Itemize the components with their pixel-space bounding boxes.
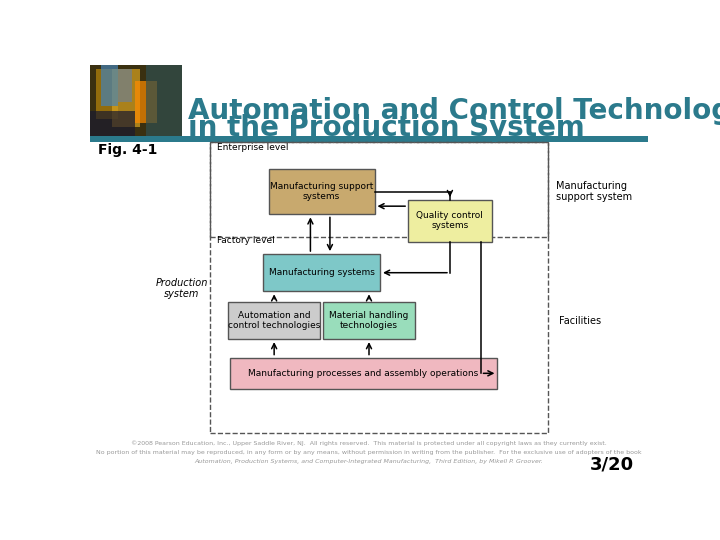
Text: ©2008 Pearson Education, Inc., Upper Saddle River, NJ.  All rights reserved.  Th: ©2008 Pearson Education, Inc., Upper Sad… [131, 440, 607, 446]
Bar [112, 69, 140, 127]
Text: Automation and
control technologies: Automation and control technologies [228, 311, 320, 330]
Bar [135, 82, 157, 123]
Bar [90, 65, 182, 136]
Text: Factory level: Factory level [217, 236, 275, 245]
Text: Automation and Control Technologies: Automation and Control Technologies [188, 97, 720, 125]
Bar [210, 141, 547, 433]
Bar [90, 65, 182, 136]
Text: 3/20: 3/20 [590, 456, 634, 474]
Bar [263, 254, 380, 292]
Bar [323, 302, 415, 339]
Text: Enterprise level: Enterprise level [217, 144, 289, 152]
Bar [210, 141, 547, 238]
Text: Manufacturing support
systems: Manufacturing support systems [270, 182, 373, 201]
Bar [90, 140, 648, 141]
Bar [90, 111, 135, 136]
Bar [96, 69, 118, 119]
Text: Manufacturing processes and assembly operations: Manufacturing processes and assembly ope… [248, 369, 479, 378]
Text: Automation, Production Systems, and Computer-Integrated Manufacturing,  Third Ed: Automation, Production Systems, and Comp… [194, 459, 544, 464]
Bar [230, 357, 498, 389]
Text: Manufacturing systems: Manufacturing systems [269, 268, 374, 277]
Text: No portion of this material may be reproduced, in any form or by any means, with: No portion of this material may be repro… [96, 450, 642, 455]
Bar [408, 200, 492, 241]
Bar [118, 69, 132, 102]
Text: Manufacturing
support system: Manufacturing support system [556, 181, 632, 202]
Text: Production
system: Production system [156, 278, 208, 299]
Bar [228, 302, 320, 339]
Bar [90, 136, 648, 140]
Text: in the Production System: in the Production System [188, 114, 585, 142]
Text: Quality control
systems: Quality control systems [416, 211, 483, 231]
Text: Material handling
technologies: Material handling technologies [329, 311, 409, 330]
Bar [101, 65, 118, 106]
Text: Facilities: Facilities [559, 315, 601, 326]
Bar [145, 65, 182, 136]
Text: Fig. 4-1: Fig. 4-1 [99, 143, 158, 157]
Bar [269, 169, 374, 214]
